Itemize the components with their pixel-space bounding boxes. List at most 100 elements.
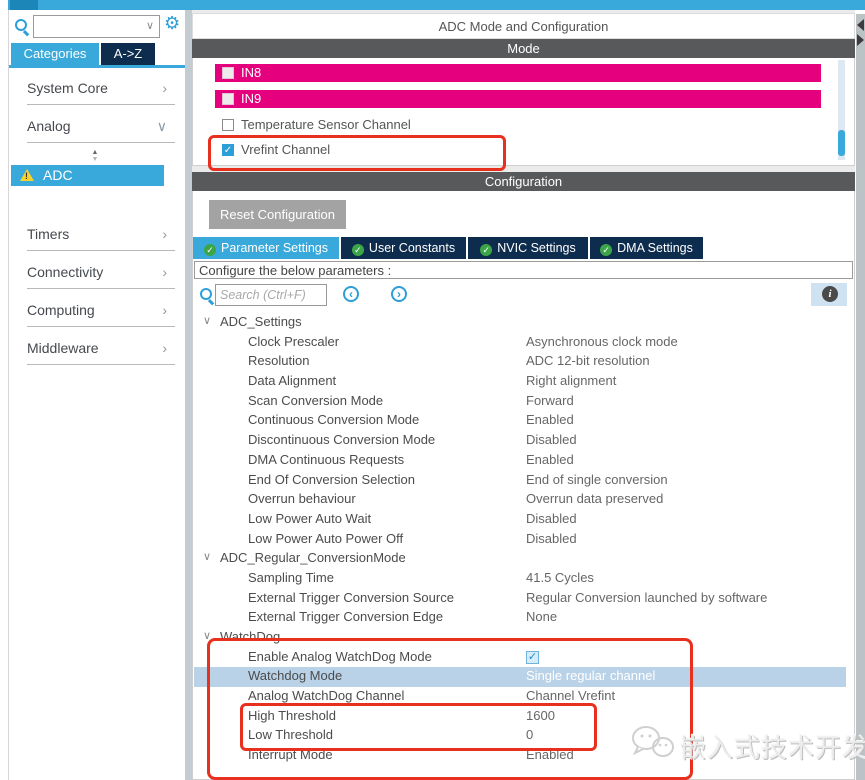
- tree-param-value[interactable]: Single regular channel: [526, 668, 656, 684]
- tree-param-external-trigger-conversion-edge[interactable]: External Trigger Conversion Edge None: [194, 608, 853, 628]
- collapse-left-icon[interactable]: [857, 19, 864, 31]
- tree-param-value[interactable]: Disabled: [526, 510, 577, 526]
- mode-channel-temperature-sensor-channel[interactable]: Temperature Sensor Channel: [215, 116, 821, 134]
- checkbox-icon[interactable]: [222, 93, 234, 105]
- tree-param-label: DMA Continuous Requests: [248, 451, 405, 467]
- sidebar-item-analog[interactable]: Analog ∨: [19, 116, 177, 143]
- tree-param-value[interactable]: 1600: [526, 707, 555, 723]
- panel-title: ADC Mode and Configuration: [192, 13, 855, 39]
- next-match-icon[interactable]: ›: [391, 286, 407, 302]
- sidebar-item-system-core[interactable]: System Core ›: [19, 78, 177, 105]
- config-tab-label: User Constants: [368, 241, 456, 255]
- spinner-up-icon[interactable]: ▲: [91, 149, 99, 156]
- tree-param-data-alignment[interactable]: Data Alignment Right alignment: [194, 372, 853, 392]
- list-spinner[interactable]: ▲ ▼: [87, 149, 103, 163]
- tree-param-discontinuous-conversion-mode[interactable]: Discontinuous Conversion Mode Disabled: [194, 431, 853, 451]
- mode-channel-in8[interactable]: IN8: [215, 64, 821, 82]
- spinner-down-icon[interactable]: ▼: [91, 156, 99, 163]
- tree-param-low-power-auto-wait[interactable]: Low Power Auto Wait Disabled: [194, 510, 853, 530]
- config-tab-nvic-settings[interactable]: ✓ NVIC Settings: [468, 237, 588, 259]
- checkbox-icon[interactable]: [222, 119, 234, 131]
- checkbox-icon[interactable]: [222, 67, 234, 79]
- chevron-right-icon: ›: [162, 80, 167, 96]
- scrollbar-thumb[interactable]: [838, 130, 845, 156]
- tree-group-watchdog[interactable]: ∨ WatchDog: [194, 628, 853, 648]
- sidebar-item-middleware[interactable]: Middleware ›: [19, 338, 177, 365]
- tree-param-interrupt-mode[interactable]: Interrupt Mode Enabled: [194, 746, 853, 766]
- tree-param-high-threshold[interactable]: High Threshold 1600: [194, 707, 853, 727]
- tree-param-scan-conversion-mode[interactable]: Scan Conversion Mode Forward: [194, 392, 853, 412]
- config-tab-parameter-settings[interactable]: ✓ Parameter Settings: [193, 237, 339, 259]
- tree-param-value[interactable]: Channel Vrefint: [526, 688, 616, 704]
- tree-param-value[interactable]: Regular Conversion launched by software: [526, 589, 768, 605]
- chevron-down-icon[interactable]: ∨: [203, 630, 212, 642]
- tree-param-overrun-behaviour[interactable]: Overrun behaviour Overrun data preserved: [194, 490, 853, 510]
- top-bar-segment: [10, 0, 38, 10]
- tree-param-sampling-time[interactable]: Sampling Time 41.5 Cycles: [194, 569, 853, 589]
- sidebar-item-adc[interactable]: ! ADC: [11, 165, 164, 186]
- tree-param-watchdog-mode[interactable]: Watchdog Mode Single regular channel: [194, 667, 846, 688]
- settings-gear-icon[interactable]: ⚙: [164, 13, 181, 33]
- tree-group-adc-settings[interactable]: ∨ ADC_Settings: [194, 313, 853, 333]
- sidebar-item-label: Analog: [27, 118, 71, 134]
- tree-param-value[interactable]: Disabled: [526, 432, 577, 448]
- info-button[interactable]: i: [811, 283, 847, 306]
- tree-param-label: Interrupt Mode: [248, 747, 333, 763]
- sidebar-item-connectivity[interactable]: Connectivity ›: [19, 262, 177, 289]
- mode-scrollbar[interactable]: [838, 60, 845, 160]
- tree-param-value[interactable]: End of single conversion: [526, 471, 668, 487]
- tree-param-value[interactable]: Right alignment: [526, 373, 617, 389]
- tree-param-dma-continuous-requests[interactable]: DMA Continuous Requests Enabled: [194, 451, 853, 471]
- tree-param-value[interactable]: Enabled: [526, 412, 574, 428]
- tree-group-adc-regular-conversionmode[interactable]: ∨ ADC_Regular_ConversionMode: [194, 549, 853, 569]
- tree-param-value[interactable]: Enabled: [526, 747, 574, 763]
- mode-channel-vrefint-channel[interactable]: ✓ Vrefint Channel: [215, 141, 821, 159]
- dropdown-chevron-icon[interactable]: ∨: [145, 20, 154, 32]
- tree-param-value[interactable]: 41.5 Cycles: [526, 569, 594, 585]
- sidebar-tab-a-z[interactable]: A->Z: [101, 43, 155, 65]
- config-tab-user-constants[interactable]: ✓ User Constants: [341, 237, 466, 259]
- tree-param-value[interactable]: None: [526, 609, 558, 625]
- tree-param-value[interactable]: 0: [526, 727, 534, 743]
- mode-channel-in9[interactable]: IN9: [215, 90, 821, 108]
- parameters-hint: Configure the below parameters :: [194, 261, 853, 279]
- tree-param-label: Clock Prescaler: [248, 333, 340, 349]
- tree-param-value[interactable]: Asynchronous clock mode: [526, 333, 678, 349]
- tree-param-analog-watchdog-channel[interactable]: Analog WatchDog Channel Channel Vrefint: [194, 687, 853, 707]
- config-tab-label: NVIC Settings: [497, 241, 576, 255]
- sidebar-item-computing[interactable]: Computing ›: [19, 300, 177, 327]
- panel-divider[interactable]: [185, 10, 192, 780]
- collapsed-panel-strip[interactable]: [856, 14, 865, 780]
- tree-param-resolution[interactable]: Resolution ADC 12-bit resolution: [194, 352, 853, 372]
- tree-param-clock-prescaler[interactable]: Clock Prescaler Asynchronous clock mode: [194, 333, 853, 353]
- tree-param-low-threshold[interactable]: Low Threshold 0: [194, 726, 853, 746]
- tree-param-end-of-conversion-selection[interactable]: End Of Conversion Selection End of single…: [194, 471, 853, 491]
- parameter-search-input[interactable]: [215, 284, 327, 306]
- sidebar-item-timers[interactable]: Timers ›: [19, 224, 177, 251]
- tree-param-value[interactable]: Overrun data preserved: [526, 491, 664, 507]
- chevron-down-icon[interactable]: ∨: [203, 551, 212, 564]
- tree-param-label: Low Power Auto Power Off: [248, 530, 404, 546]
- previous-match-icon[interactable]: ‹: [343, 286, 359, 302]
- tree-param-low-power-auto-power-off[interactable]: Low Power Auto Power Off Disabled: [194, 530, 853, 550]
- chevron-down-icon[interactable]: ∨: [203, 315, 212, 327]
- config-tab-label: DMA Settings: [617, 241, 693, 255]
- tree-param-value[interactable]: ADC 12-bit resolution: [526, 353, 650, 369]
- sidebar-item-label: ADC: [43, 167, 73, 183]
- sidebar-tab-categories[interactable]: Categories: [11, 43, 99, 65]
- reset-configuration-button[interactable]: Reset Configuration: [209, 200, 346, 229]
- param-checkbox-icon[interactable]: ✓: [526, 650, 539, 664]
- chevron-right-icon: ›: [162, 302, 167, 318]
- tree-param-continuous-conversion-mode[interactable]: Continuous Conversion Mode Enabled: [194, 411, 853, 431]
- tree-param-value[interactable]: Enabled: [526, 451, 574, 467]
- peripheral-search-combobox[interactable]: ∨: [33, 15, 160, 38]
- tree-param-external-trigger-conversion-source[interactable]: External Trigger Conversion Source Regula…: [194, 589, 853, 609]
- checkbox-checked-icon[interactable]: ✓: [222, 144, 234, 156]
- config-tab-dma-settings[interactable]: ✓ DMA Settings: [590, 237, 703, 259]
- tree-param-value[interactable]: Forward: [526, 392, 574, 408]
- peripheral-sidebar: ∨ ⚙ Categories A->Z System Core › Analog ∨ Ti…: [8, 10, 186, 780]
- tree-param-enable-analog-watchdog-mode[interactable]: Enable Analog WatchDog Mode ✓: [194, 648, 853, 668]
- tree-param-value[interactable]: Disabled: [526, 530, 577, 546]
- collapse-right-icon[interactable]: [857, 34, 864, 46]
